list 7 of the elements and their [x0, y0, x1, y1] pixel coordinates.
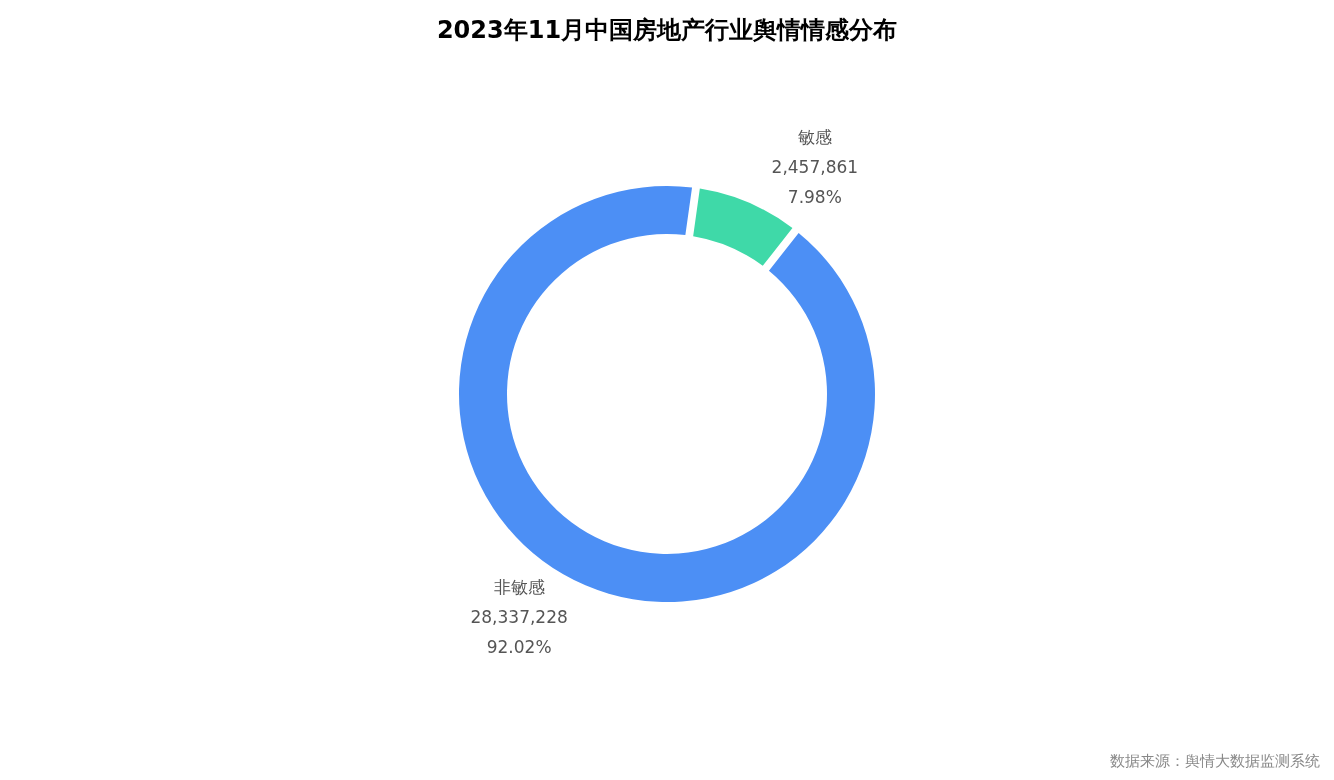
source-note: 数据来源：舆情大数据监测系统: [1110, 752, 1320, 770]
data-label: 2,457,861 7.98%: [771, 156, 859, 207]
slice-label: 敏感: [797, 126, 832, 147]
data-label: 28,337,228 92.02%: [470, 607, 568, 658]
chart-title: 2023年11月中国房地产行业舆情情感分布: [436, 16, 898, 44]
donut-slice: [459, 186, 875, 602]
slice-label: 非敏感: [493, 577, 545, 598]
